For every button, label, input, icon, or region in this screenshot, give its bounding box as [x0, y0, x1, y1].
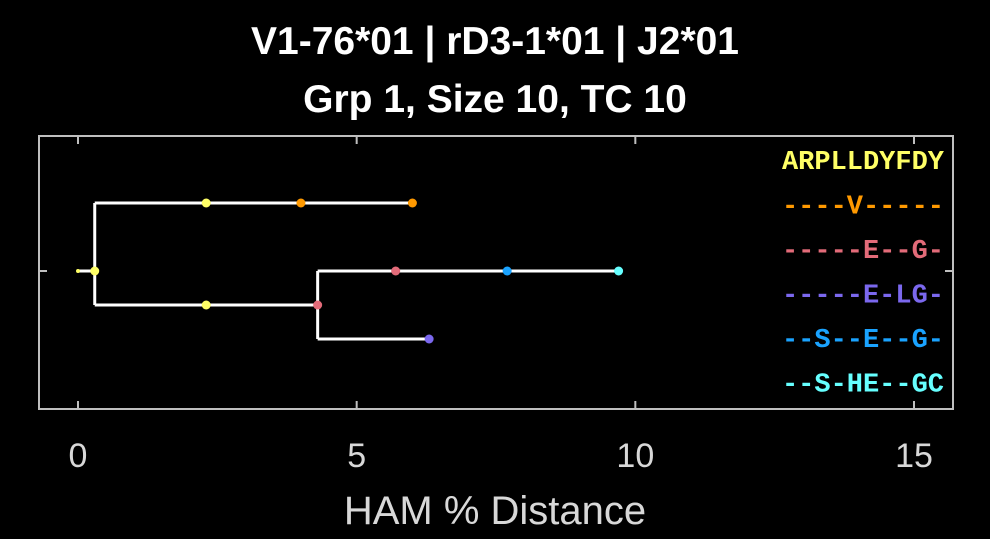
tree-node	[296, 198, 306, 208]
tree-node	[76, 269, 81, 273]
chart-subtitle: Grp 1, Size 10, TC 10	[303, 78, 687, 121]
tree-node	[201, 300, 211, 310]
sequence-label: --S-HE--GC	[782, 371, 944, 401]
x-tick-label: 0	[69, 437, 88, 475]
sequence-label: ARPLLDYFDY	[782, 148, 945, 178]
sequence-label: -----E-LG-	[782, 282, 944, 312]
x-tick-label: 15	[895, 437, 933, 475]
chart-title: V1-76*01 | rD3-1*01 | J2*01	[251, 20, 739, 63]
x-axis-label: HAM % Distance	[344, 489, 646, 533]
x-tick-label: 5	[347, 437, 366, 475]
plot-frame	[38, 135, 954, 410]
tree-node	[313, 300, 323, 310]
tree-node	[391, 266, 401, 276]
tree-node	[424, 334, 434, 344]
tree-node	[201, 198, 211, 208]
sequence-label: ----V-----	[782, 193, 944, 223]
tree-node	[502, 266, 512, 276]
tree-node	[407, 198, 417, 208]
tree-node	[90, 266, 100, 276]
x-tick-label: 10	[616, 437, 654, 475]
sequence-label: -----E--G-	[782, 237, 944, 267]
tree-node	[614, 266, 624, 276]
sequence-label: --S--E--G-	[782, 326, 944, 356]
